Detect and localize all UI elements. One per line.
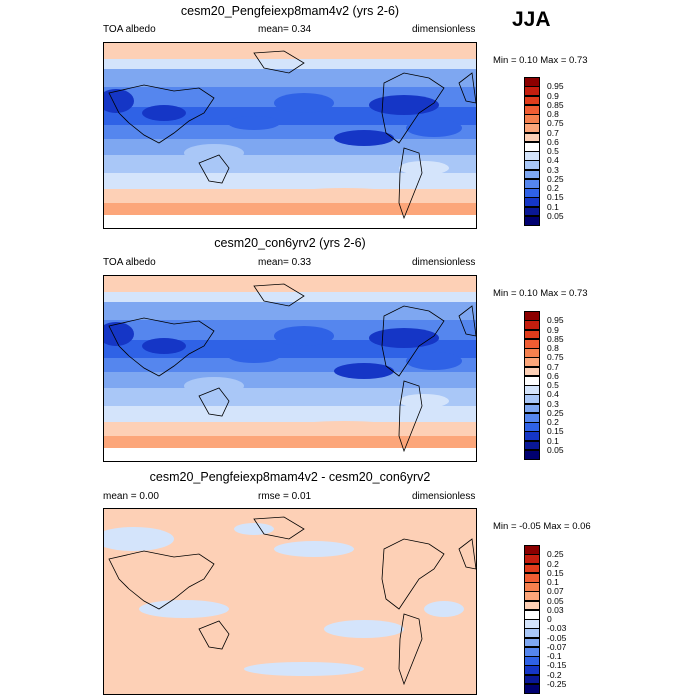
panel-1-minmax: Min = 0.10 Max = 0.73 <box>493 55 588 66</box>
panel-1-right-label: dimensionless <box>412 24 476 35</box>
colorbar-tick-label: 0.95 <box>547 81 564 92</box>
panel-3-minmax: Min = -0.05 Max = 0.06 <box>493 521 591 532</box>
season-label: JJA <box>512 8 551 31</box>
panel-1-left-label: TOA albedo <box>103 24 156 35</box>
colorbar-tick-label: 0.75 <box>547 118 564 129</box>
panel-3-colorbar <box>524 545 540 694</box>
colorbar-tick-label: -0.05 <box>547 632 567 643</box>
panel-3-map <box>103 508 477 695</box>
colorbar-tick-label: 0.6 <box>547 136 559 147</box>
colorbar-tick-label: -0.25 <box>547 678 567 689</box>
colorbar-tick-label: 0.1 <box>547 577 559 587</box>
colorbar-tick-label: 0.15 <box>547 426 564 437</box>
colorbar-tick-label: 0.2 <box>547 417 559 427</box>
panel-1-title: cesm20_Pengfeiexp8mam4v2 (yrs 2-6) <box>180 4 400 18</box>
panel-2-right-label: dimensionless <box>412 257 476 268</box>
colorbar-tick-label: 0 <box>547 614 552 624</box>
colorbar-tick-label: 0.25 <box>547 407 564 418</box>
colorbar-tick-label: 0.6 <box>547 370 559 381</box>
colorbar-tick-label: 0.95 <box>547 315 564 326</box>
colorbar-tick-label: 0.25 <box>547 173 564 184</box>
panel-3-right-label: dimensionless <box>412 491 476 502</box>
colorbar-tick-label: 0.75 <box>547 352 564 363</box>
colorbar-tick-label: 0.03 <box>547 604 564 615</box>
colorbar-tick-label: 0.7 <box>547 361 559 372</box>
colorbar-tick-label: 0.1 <box>547 435 559 446</box>
panel-1-center-label: mean= 0.34 <box>258 24 312 35</box>
colorbar-tick-label: 0.2 <box>547 183 559 193</box>
panel-2-minmax: Min = 0.10 Max = 0.73 <box>493 288 588 299</box>
colorbar-tick-label: 0.85 <box>547 333 564 344</box>
panel-2-center-label: mean= 0.33 <box>258 257 312 268</box>
panel-2-left-label: TOA albedo <box>103 257 156 268</box>
colorbar-tick-label: 0.4 <box>547 389 559 400</box>
colorbar-tick-label: -0.03 <box>547 623 567 634</box>
colorbar-tick-label: 0.8 <box>547 109 559 119</box>
panel-3-left-label: mean = 0.00 <box>103 491 159 502</box>
colorbar-tick-label: -0.07 <box>547 641 567 652</box>
colorbar-cell <box>524 215 540 226</box>
colorbar-tick-label: 0.15 <box>547 567 564 578</box>
colorbar-tick-label: 0.1 <box>547 201 559 212</box>
colorbar-tick-label: 0.05 <box>547 595 564 606</box>
colorbar-tick-label: 0.5 <box>547 380 559 390</box>
colorbar-cell <box>524 449 540 460</box>
colorbar-cell <box>524 683 540 694</box>
colorbar-tick-label: 0.8 <box>547 343 559 353</box>
colorbar-tick-label: 0.15 <box>547 192 564 203</box>
colorbar-tick-label: 0.9 <box>547 90 559 101</box>
colorbar-tick-label: 0.07 <box>547 586 564 597</box>
panel-2-map <box>103 275 477 462</box>
colorbar-tick-label: 0.3 <box>547 398 559 409</box>
colorbar-tick-label: 0.4 <box>547 155 559 166</box>
colorbar-tick-label: -0.2 <box>547 669 562 680</box>
panel-2-colorbar <box>524 311 540 460</box>
panel-1-colorbar <box>524 77 540 226</box>
colorbar-tick-label: 0.3 <box>547 164 559 175</box>
colorbar-tick-label: 0.2 <box>547 558 559 569</box>
panel-1-map <box>103 42 477 229</box>
colorbar-tick-label: 0.7 <box>547 127 559 138</box>
colorbar-tick-label: 0.9 <box>547 324 559 335</box>
colorbar-tick-label: 0.85 <box>547 99 564 110</box>
colorbar-tick-label: 0.05 <box>547 210 564 221</box>
colorbar-tick-label: 0.25 <box>547 549 564 560</box>
colorbar-tick-label: -0.15 <box>547 660 567 671</box>
colorbar-tick-label: -0.1 <box>547 651 562 661</box>
panel-3-title: cesm20_Pengfeiexp8mam4v2 - cesm20_con6yr… <box>149 470 431 484</box>
panel-3-center-label: rmse = 0.01 <box>258 491 312 502</box>
colorbar-tick-label: 0.05 <box>547 444 564 455</box>
colorbar-tick-label: 0.5 <box>547 146 559 156</box>
panel-2-title: cesm20_con6yrv2 (yrs 2-6) <box>214 236 366 250</box>
